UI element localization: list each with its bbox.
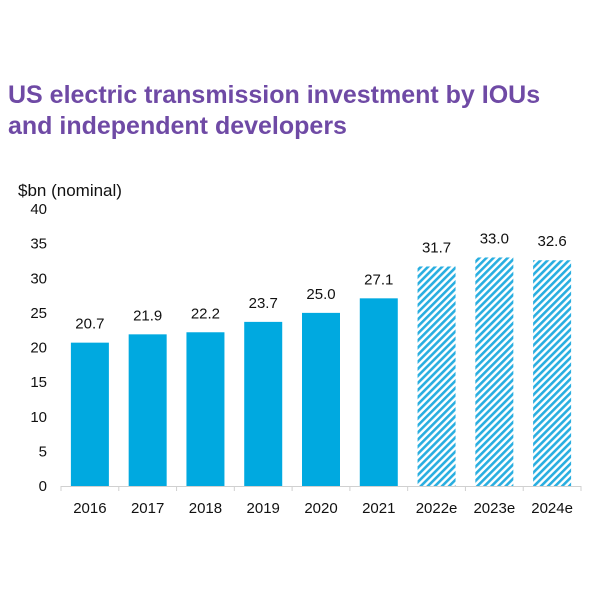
y-tick-label: 20 [30,340,47,357]
y-tick-label: 5 [39,443,47,460]
y-tick-label: 40 [30,201,47,218]
bar-estimate [475,257,514,486]
y-tick-label: 30 [30,270,47,287]
x-tick-label: 2016 [73,500,106,517]
title-line-1: US electric transmission investment by I… [8,81,541,109]
data-label: 21.9 [133,307,162,324]
bar [302,312,340,486]
data-label: 22.2 [191,305,220,322]
x-tick-label: 2018 [189,500,222,517]
data-label: 33.0 [480,230,509,247]
bar [70,342,109,486]
y-axis-label: $bn (nominal) [18,181,122,200]
y-tick-label: 35 [30,236,47,253]
y-tick-label: 15 [30,374,47,391]
bar [186,332,225,486]
bar-estimate [533,260,572,486]
title-line-2: and independent developers [8,112,347,140]
y-tick-label: 10 [30,409,47,426]
x-tick-label: 2019 [247,500,280,517]
x-tick-label: 2022e [416,500,458,517]
x-tick-label: 2017 [131,500,164,517]
x-tick-label: 2024e [531,500,573,517]
x-tick-label: 2023e [473,500,515,517]
data-label: 20.7 [75,316,104,333]
bar-estimate [417,266,456,486]
data-label: 23.7 [249,295,278,312]
bar [128,334,167,486]
x-tick-label: 2021 [362,500,395,517]
y-tick-label: 0 [39,478,47,495]
chart-title: US electric transmission investment by I… [8,80,540,142]
data-label: 31.7 [422,239,451,256]
data-label: 25.0 [306,286,335,303]
bar [359,298,398,486]
x-tick-label: 2020 [304,500,337,517]
data-label: 32.6 [538,233,567,250]
bar [244,321,283,486]
y-tick-label: 25 [30,305,47,322]
data-label: 27.1 [364,271,393,288]
